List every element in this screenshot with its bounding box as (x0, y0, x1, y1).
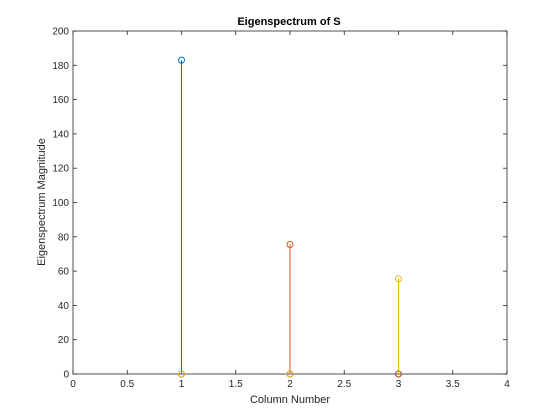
x-tick-label: 0 (70, 379, 76, 390)
y-axis-label: Eigenspectrum Magnitude (36, 138, 48, 266)
x-tick-label: 1 (179, 379, 185, 390)
x-tick-label: 1.5 (229, 379, 243, 390)
y-tick-label: 60 (58, 267, 70, 278)
x-axis: 0 0.5 1 1.5 2 2.5 3 3.5 4 (70, 31, 510, 390)
y-tick-label: 0 (63, 370, 69, 381)
stem-marker (286, 241, 294, 249)
y-tick-label: 120 (52, 164, 69, 175)
x-axis-label: Column Number (250, 394, 330, 406)
stem-marker (178, 56, 185, 64)
chart-title: Eigenspectrum of S (237, 16, 340, 28)
x-tick-label: 2.5 (337, 379, 351, 390)
y-tick-label: 40 (58, 301, 70, 312)
stem-series-3 (178, 275, 402, 378)
x-tick-label: 3.5 (446, 379, 460, 390)
y-tick-label: 160 (52, 95, 69, 106)
stem-marker (395, 275, 402, 283)
y-tick-label: 20 (58, 335, 70, 346)
stem-marker (178, 370, 185, 378)
y-tick-label: 200 (52, 27, 69, 38)
y-tick-label: 80 (58, 232, 70, 243)
x-tick-label: 4 (504, 379, 510, 390)
x-tick-label: 2 (287, 379, 293, 390)
y-tick-label: 180 (52, 61, 69, 72)
stem-series-group (178, 56, 402, 378)
y-tick-label: 100 (52, 198, 69, 209)
y-axis: 0 20 40 60 80 100 120 140 160 180 200 (52, 27, 507, 381)
y-tick-label: 140 (52, 129, 69, 140)
x-tick-label: 0.5 (120, 379, 134, 390)
x-tick-label: 3 (396, 379, 402, 390)
stem-marker (286, 370, 294, 378)
